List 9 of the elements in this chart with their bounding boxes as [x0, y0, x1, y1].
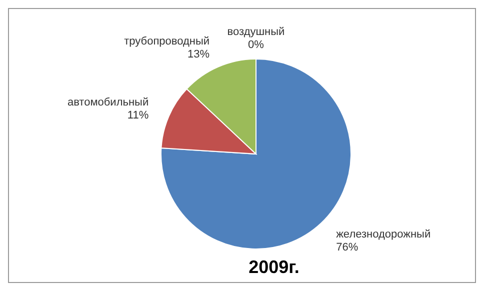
- text: 2009г.: [248, 257, 300, 278]
- data-label: 11%: [127, 110, 149, 122]
- data-label: 76%: [336, 241, 358, 254]
- slice-label: железнодорожный: [336, 228, 431, 240]
- category-label: воздушный: [227, 26, 285, 38]
- data-label: 13%: [188, 48, 210, 61]
- slice-label: трубопроводный: [124, 36, 210, 48]
- slice-label: автомобильный: [67, 96, 149, 109]
- text: 0%: [248, 39, 264, 51]
